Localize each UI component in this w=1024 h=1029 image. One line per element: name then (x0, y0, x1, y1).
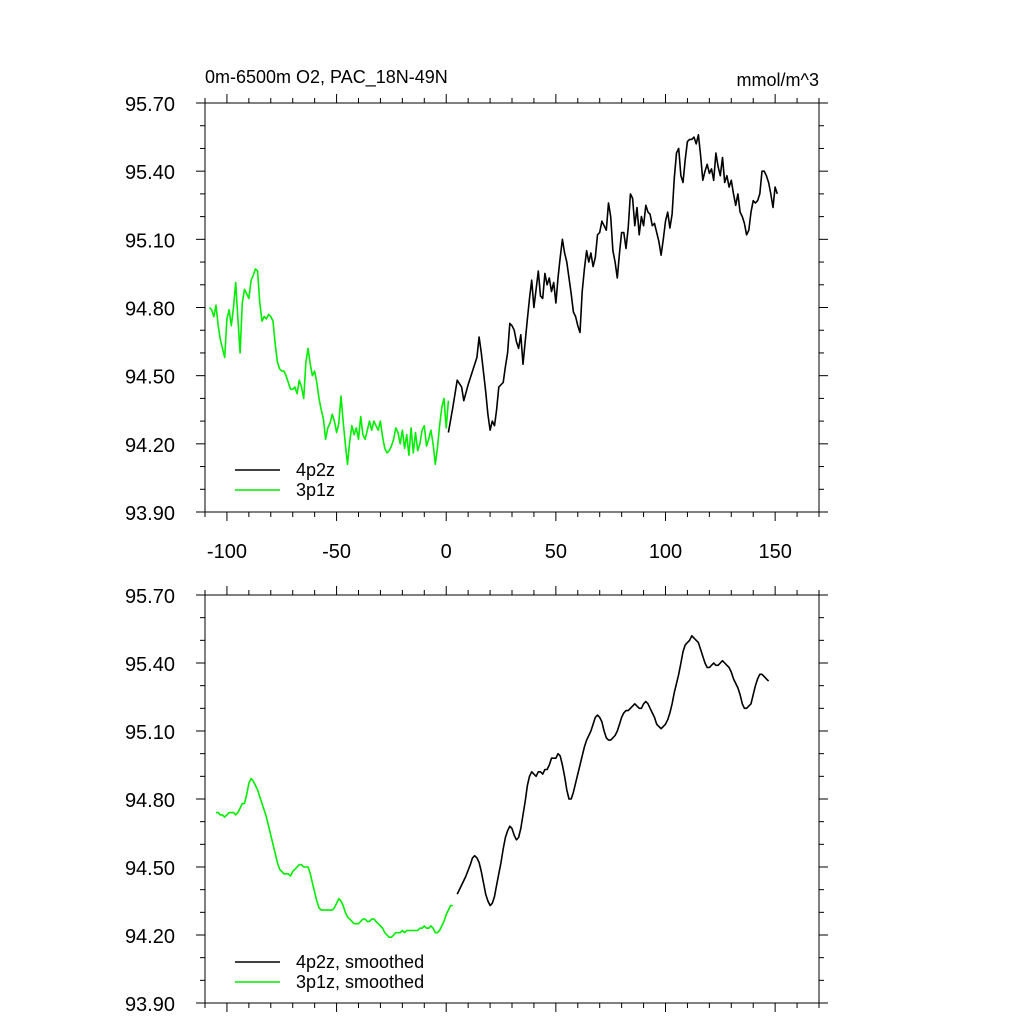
legend-label: 3p1z, smoothed (296, 972, 424, 992)
chart-title: 0m-6500m O2, PAC_18N-49N (205, 67, 448, 88)
y-tick-label: 93.90 (125, 503, 175, 525)
plot-frame (204, 594, 820, 1004)
x-tick-label: 0 (441, 541, 452, 563)
y-tick-label: 95.10 (125, 230, 175, 252)
units-label: mmol/m^3 (737, 70, 819, 90)
y-tick-label: 95.40 (125, 654, 175, 676)
x-tick-label: 100 (649, 541, 682, 563)
y-tick-label: 94.20 (125, 435, 175, 457)
legend-label: 3p1z (296, 480, 335, 500)
plot-frame (204, 102, 820, 513)
x-tick-label: 150 (758, 541, 791, 563)
y-tick-label: 94.80 (125, 299, 175, 321)
y-tick-label: 95.70 (125, 586, 175, 608)
x-tick-label: -100 (207, 541, 247, 563)
series-line (208, 268, 450, 466)
legend-label: 4p2z (296, 460, 335, 480)
y-tick-label: 94.50 (125, 858, 175, 880)
legend-label: 4p2z, smoothed (296, 952, 424, 972)
bottom-panel: 93.90 94.20 94.50 94.80 95.10 95.40 95.70 4p2z,… (125, 586, 828, 1016)
x-tick-label: -50 (322, 541, 351, 563)
y-tick-label: 95.10 (125, 722, 175, 744)
y-tick-label: 95.70 (125, 94, 175, 116)
series-line (456, 635, 770, 907)
y-tick-label: 93.90 (125, 994, 175, 1016)
y-tick-label: 95.40 (125, 162, 175, 184)
y-tick-label: 94.20 (125, 926, 175, 948)
y-tick-label: 94.80 (125, 790, 175, 812)
series-line (447, 134, 779, 433)
top-panel: -100 -50 0 50 100 150 93.90 94.20 94.50 94.80 95.1… (125, 94, 828, 563)
x-tick-label: 50 (545, 541, 567, 563)
y-tick-label: 94.50 (125, 367, 175, 389)
series-line (216, 777, 453, 939)
